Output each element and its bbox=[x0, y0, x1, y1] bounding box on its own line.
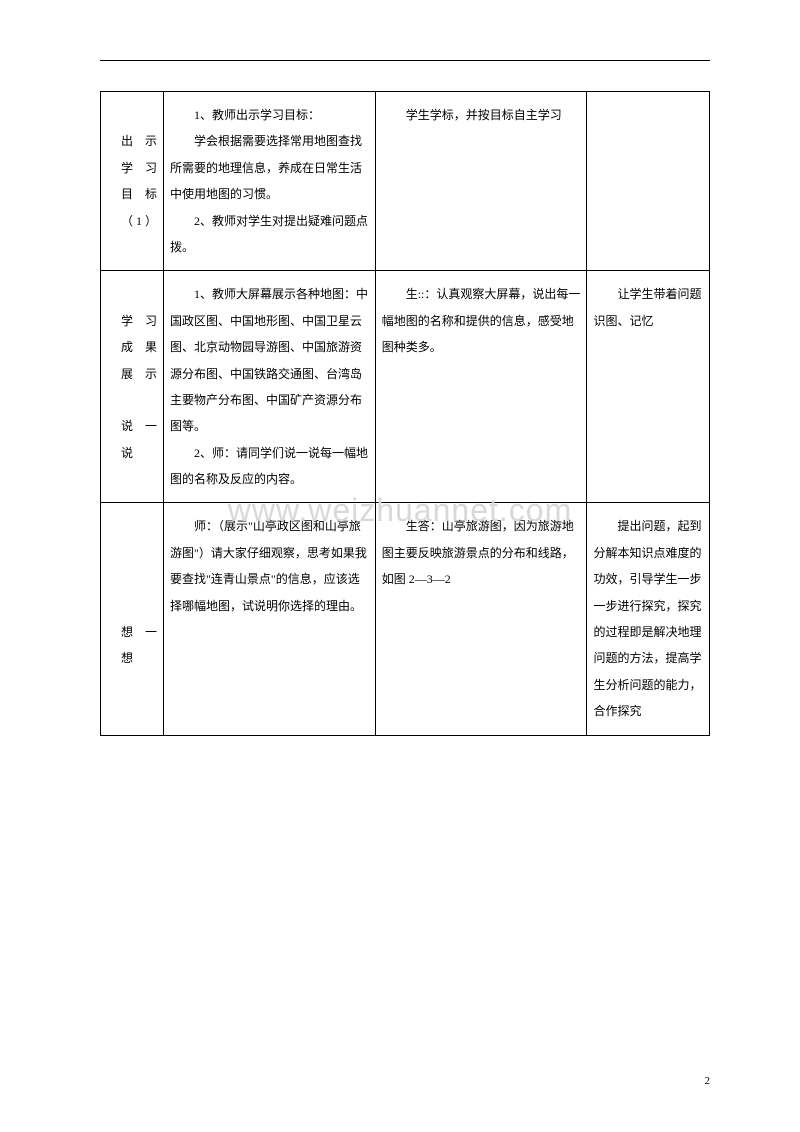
note-content: 提出问题，起到分解本知识点难度的功效，引导学生一步一步进行探究，探究的过程即是解… bbox=[593, 513, 703, 724]
teacher-cell: 师：（展示"山亭政区图和山亭旅游图"）请大家仔细观察，思考如果我要查找"连青山景… bbox=[163, 503, 375, 735]
table-row: 学习成果展示 说一说 1、教师大屏幕展示各种地图：中国政区图、中国地形图、中国卫… bbox=[101, 271, 710, 503]
row-label-cell: 学习成果展示 说一说 bbox=[101, 271, 164, 503]
student-cell: 生::：认真观察大屏幕，说出每一幅地图的名称和提供的信息，感受地图种类多。 bbox=[375, 271, 587, 503]
teacher-content: 师：（展示"山亭政区图和山亭旅游图"）请大家仔细观察，思考如果我要查找"连青山景… bbox=[170, 513, 369, 619]
header-divider bbox=[100, 60, 710, 61]
student-content: 生答：山亭旅游图，因为旅游地图主要反映旅游景点的分布和线路，如图 2—3—2 bbox=[382, 513, 581, 592]
note-cell bbox=[587, 92, 710, 271]
teacher-cell: 1、教师大屏幕展示各种地图：中国政区图、中国地形图、中国卫星云图、北京动物园导游… bbox=[163, 271, 375, 503]
teacher-content: 1、教师大屏幕展示各种地图：中国政区图、中国地形图、中国卫星云图、北京动物园导游… bbox=[170, 281, 369, 492]
note-cell: 提出问题，起到分解本知识点难度的功效，引导学生一步一步进行探究，探究的过程即是解… bbox=[587, 503, 710, 735]
row-label: 出示学习目标（1） bbox=[121, 102, 157, 234]
row-label-cell: 出示学习目标（1） bbox=[101, 92, 164, 271]
note-content: 让学生带着问题识图、记忆 bbox=[593, 281, 703, 334]
row-label-cell: 想一想 bbox=[101, 503, 164, 735]
lesson-plan-table: 出示学习目标（1） 1、教师出示学习目标：学会根据需要选择常用地图查找所需要的地… bbox=[100, 91, 710, 736]
student-cell: 学生学标，并按目标自主学习 bbox=[375, 92, 587, 271]
teacher-content: 1、教师出示学习目标：学会根据需要选择常用地图查找所需要的地理信息，养成在日常生… bbox=[170, 102, 369, 260]
student-cell: 生答：山亭旅游图，因为旅游地图主要反映旅游景点的分布和线路，如图 2—3—2 bbox=[375, 503, 587, 735]
table-row: 想一想 师：（展示"山亭政区图和山亭旅游图"）请大家仔细观察，思考如果我要查找"… bbox=[101, 503, 710, 735]
note-cell: 让学生带着问题识图、记忆 bbox=[587, 271, 710, 503]
student-content: 学生学标，并按目标自主学习 bbox=[382, 102, 581, 128]
student-content: 生::：认真观察大屏幕，说出每一幅地图的名称和提供的信息，感受地图种类多。 bbox=[382, 281, 581, 360]
row-label: 想一想 bbox=[121, 513, 157, 671]
page-number: 2 bbox=[705, 1075, 711, 1087]
table-row: 出示学习目标（1） 1、教师出示学习目标：学会根据需要选择常用地图查找所需要的地… bbox=[101, 92, 710, 271]
teacher-cell: 1、教师出示学习目标：学会根据需要选择常用地图查找所需要的地理信息，养成在日常生… bbox=[163, 92, 375, 271]
row-label: 学习成果展示 说一说 bbox=[121, 281, 157, 466]
